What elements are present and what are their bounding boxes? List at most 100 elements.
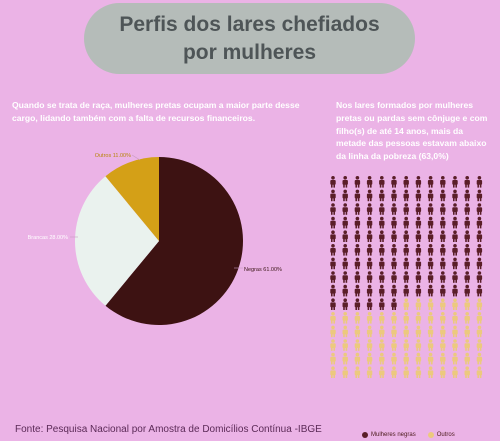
title-banner: Perfis dos lares chefiados por mulheres <box>84 3 415 74</box>
person-icon-outros <box>379 352 385 365</box>
person-icon-mulheres-negras <box>476 257 483 270</box>
person-icon-mulheres-negras <box>330 189 336 202</box>
person-icon-outros <box>330 339 336 351</box>
pie-description: Quando se trata de raça, mulheres pretas… <box>12 100 300 123</box>
person-icon-outros <box>440 339 446 351</box>
person-icon-outros <box>464 312 470 324</box>
person-icon-outros <box>464 298 470 310</box>
person-icon-mulheres-negras <box>415 271 422 283</box>
person-icon-mulheres-negras <box>342 244 348 256</box>
person-icon-mulheres-negras <box>366 257 373 270</box>
person-icon-mulheres-negras <box>379 298 385 310</box>
person-icon-mulheres-negras <box>452 176 458 188</box>
person-icon-outros <box>415 352 422 365</box>
person-icon-mulheres-negras <box>403 257 409 270</box>
pie-slice-brancas <box>75 176 159 306</box>
person-icon-mulheres-negras <box>452 271 458 283</box>
person-icon-outros <box>342 312 348 324</box>
person-icon-mulheres-negras <box>330 203 336 215</box>
person-icon-mulheres-negras <box>330 284 336 297</box>
person-icon-mulheres-negras <box>379 284 385 297</box>
person-icon-mulheres-negras <box>415 189 422 202</box>
person-icon-mulheres-negras <box>403 203 409 215</box>
person-icon-mulheres-negras <box>354 176 361 188</box>
person-icon-outros <box>330 312 336 324</box>
person-icon-mulheres-negras <box>464 284 470 297</box>
person-icon-mulheres-negras <box>366 298 373 310</box>
person-icon-outros <box>403 312 409 324</box>
person-icon-mulheres-negras <box>354 257 361 270</box>
person-icon-mulheres-negras <box>391 189 397 202</box>
pie-label-outros: Outros 11.00% <box>95 153 131 159</box>
person-icon-mulheres-negras <box>342 284 348 297</box>
person-icon-mulheres-negras <box>403 189 409 202</box>
person-icon-mulheres-negras <box>391 216 397 229</box>
person-icon-mulheres-negras <box>427 244 434 256</box>
person-icon-mulheres-negras <box>354 244 361 256</box>
person-icon-outros <box>403 366 409 378</box>
person-icon-mulheres-negras <box>330 271 336 283</box>
person-icon-outros <box>476 352 483 365</box>
person-icon-outros <box>415 366 422 378</box>
person-icon-outros <box>403 352 409 365</box>
person-icon-mulheres-negras <box>476 176 483 188</box>
person-icon-mulheres-negras <box>330 244 336 256</box>
person-icon-outros <box>440 366 446 378</box>
pictogram-chart <box>330 176 483 378</box>
person-icon-mulheres-negras <box>427 203 434 215</box>
person-icon-mulheres-negras <box>464 257 470 270</box>
person-icon-mulheres-negras <box>354 284 361 297</box>
person-icon-mulheres-negras <box>391 271 397 283</box>
person-icon-outros <box>354 312 361 324</box>
person-icon-outros <box>440 298 446 310</box>
person-icon-mulheres-negras <box>427 284 434 297</box>
person-icon-outros <box>440 352 446 365</box>
person-icon-mulheres-negras <box>379 189 385 202</box>
person-icon-outros <box>476 325 483 338</box>
person-icon-mulheres-negras <box>391 203 397 215</box>
person-icon-outros <box>476 312 483 324</box>
person-icon-mulheres-negras <box>342 216 348 229</box>
person-icon-mulheres-negras <box>391 298 397 310</box>
person-icon-mulheres-negras <box>452 203 458 215</box>
person-icon-outros <box>366 325 373 338</box>
person-icon-mulheres-negras <box>415 203 422 215</box>
pie-slice-outros <box>105 157 159 241</box>
person-icon-mulheres-negras <box>476 230 483 242</box>
person-icon-outros <box>366 312 373 324</box>
person-icon-outros <box>427 366 434 378</box>
person-icon-mulheres-negras <box>440 271 446 283</box>
person-icon-outros <box>379 366 385 378</box>
person-icon-mulheres-negras <box>379 257 385 270</box>
person-icon-outros <box>391 339 397 351</box>
person-icon-mulheres-negras <box>452 189 458 202</box>
person-icon-outros <box>330 352 336 365</box>
person-icon-outros <box>354 339 361 351</box>
person-icon-outros <box>476 339 483 351</box>
person-icon-outros <box>452 312 458 324</box>
person-icon-mulheres-negras <box>464 216 470 229</box>
person-icon-outros <box>415 298 422 310</box>
person-icon-outros <box>415 325 422 338</box>
person-icon-mulheres-negras <box>415 257 422 270</box>
person-icon-mulheres-negras <box>452 230 458 242</box>
person-icon-mulheres-negras <box>354 230 361 242</box>
person-icon-mulheres-negras <box>354 271 361 283</box>
person-icon-mulheres-negras <box>452 284 458 297</box>
person-icon-outros <box>330 366 336 378</box>
pictogram-legend: Mulheres negras Outros <box>362 432 455 438</box>
person-icon-outros <box>354 352 361 365</box>
person-icon-outros <box>391 325 397 338</box>
person-icon-outros <box>427 312 434 324</box>
person-icon-mulheres-negras <box>464 203 470 215</box>
person-icon-outros <box>427 339 434 351</box>
person-icon-outros <box>330 325 336 338</box>
person-icon-mulheres-negras <box>464 271 470 283</box>
person-icon-mulheres-negras <box>440 284 446 297</box>
person-icon-mulheres-negras <box>476 216 483 229</box>
person-icon-mulheres-negras <box>379 203 385 215</box>
person-icon-outros <box>476 298 483 310</box>
person-icon-outros <box>464 339 470 351</box>
person-icon-outros <box>464 325 470 338</box>
source-note: Fonte: Pesquisa Nacional por Amostra de … <box>15 424 322 435</box>
